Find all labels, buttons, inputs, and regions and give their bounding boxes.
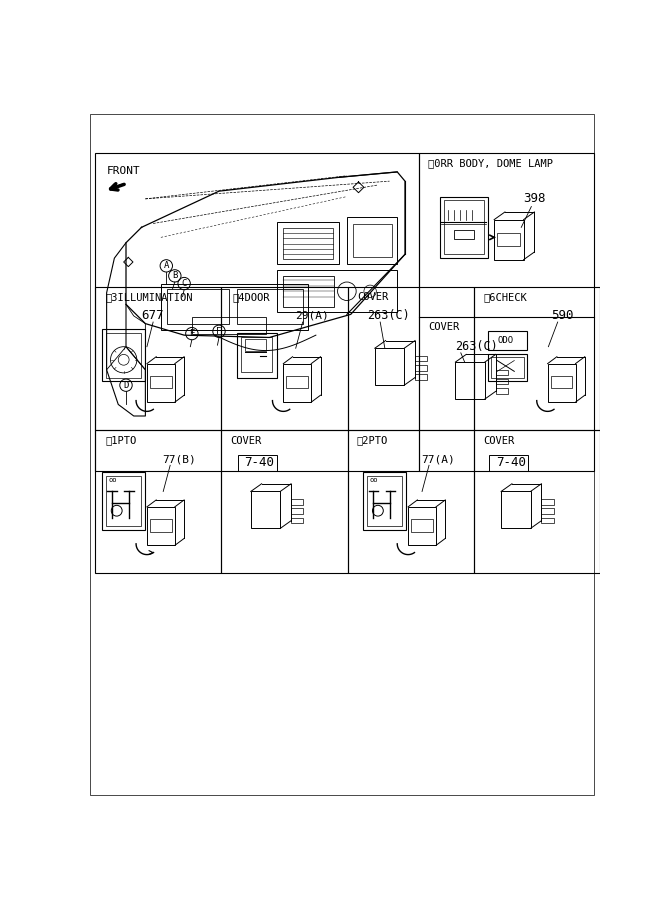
Bar (95, 430, 221, 573)
Text: COVER: COVER (428, 322, 460, 332)
Text: F: F (216, 327, 221, 336)
Text: FRONT: FRONT (107, 166, 140, 176)
Bar (251, 491, 280, 528)
Bar (411, 519, 433, 532)
Bar (102, 329, 145, 382)
Bar (237, 289, 303, 324)
Text: 7-40: 7-40 (245, 455, 275, 469)
Text: 398: 398 (523, 193, 546, 205)
Bar (456, 362, 485, 399)
Bar (415, 374, 428, 380)
Bar (474, 286, 600, 430)
Bar (367, 476, 402, 526)
Text: D: D (123, 381, 129, 390)
Text: ␵4DOOR: ␵4DOOR (233, 292, 270, 302)
Text: 29(A): 29(A) (295, 310, 329, 321)
Text: 677: 677 (141, 310, 164, 322)
Bar (415, 356, 428, 361)
Text: A: A (163, 261, 169, 270)
Bar (440, 196, 488, 258)
Bar (291, 500, 303, 505)
Bar (102, 472, 145, 530)
Text: 77(A): 77(A) (422, 454, 455, 464)
Bar (548, 364, 576, 402)
Bar (106, 333, 141, 377)
Bar (106, 476, 141, 526)
Text: 7-40: 7-40 (496, 455, 526, 469)
Bar (490, 454, 528, 472)
Bar (474, 430, 600, 573)
Bar (496, 379, 508, 384)
Bar (454, 230, 474, 238)
Text: C: C (181, 279, 187, 288)
Bar (419, 153, 594, 472)
Bar (348, 286, 474, 430)
Bar (221, 430, 348, 573)
Bar (363, 472, 406, 530)
Bar (444, 201, 484, 255)
Text: 77(B): 77(B) (163, 454, 196, 464)
Text: COVER: COVER (484, 436, 514, 446)
Bar (501, 491, 530, 528)
Text: oo: oo (370, 477, 378, 483)
Bar (291, 508, 303, 514)
Text: ␵1PTO: ␵1PTO (105, 436, 136, 446)
Bar (147, 507, 175, 545)
Bar (496, 388, 508, 393)
Text: ␵6CHECK: ␵6CHECK (484, 292, 527, 302)
Bar (147, 364, 175, 402)
Bar (497, 233, 520, 246)
Bar (277, 222, 339, 265)
Bar (551, 376, 572, 388)
Bar (542, 508, 554, 514)
Bar (283, 276, 334, 307)
Bar (488, 331, 527, 350)
Bar (348, 430, 474, 573)
Bar (353, 223, 392, 257)
Bar (192, 318, 265, 335)
Text: 263(C): 263(C) (367, 310, 410, 322)
Bar (491, 357, 524, 378)
Text: ␵2PTO: ␵2PTO (357, 436, 388, 446)
Text: 590: 590 (552, 310, 574, 322)
Text: ␶0RR BODY, DOME LAMP: ␶0RR BODY, DOME LAMP (428, 158, 553, 168)
Bar (241, 337, 273, 372)
Bar (161, 284, 308, 329)
Bar (375, 348, 404, 385)
Text: 263(C): 263(C) (456, 340, 498, 353)
Bar (542, 500, 554, 505)
Bar (238, 454, 277, 472)
Bar (408, 507, 436, 545)
Text: E: E (189, 329, 195, 338)
Bar (494, 220, 524, 260)
Bar (347, 217, 398, 264)
Bar (283, 364, 311, 402)
Bar (150, 519, 171, 532)
Bar (286, 376, 308, 388)
Bar (542, 518, 554, 523)
Bar (291, 518, 303, 523)
Bar (95, 286, 221, 430)
Bar (237, 333, 277, 377)
Bar (221, 286, 348, 430)
Bar (167, 289, 229, 324)
Bar (496, 370, 508, 375)
Bar (415, 365, 428, 371)
Text: COVER: COVER (357, 292, 388, 302)
Bar (95, 153, 419, 472)
Bar (277, 270, 398, 312)
Text: COVER: COVER (231, 436, 262, 446)
Text: oo: oo (108, 477, 117, 483)
Text: ␵3ILLUMINATION: ␵3ILLUMINATION (105, 292, 193, 302)
Text: B: B (172, 272, 177, 281)
Bar (488, 355, 527, 382)
Bar (283, 228, 333, 259)
Text: ODO: ODO (497, 336, 514, 345)
Bar (150, 376, 171, 388)
Bar (245, 339, 266, 350)
